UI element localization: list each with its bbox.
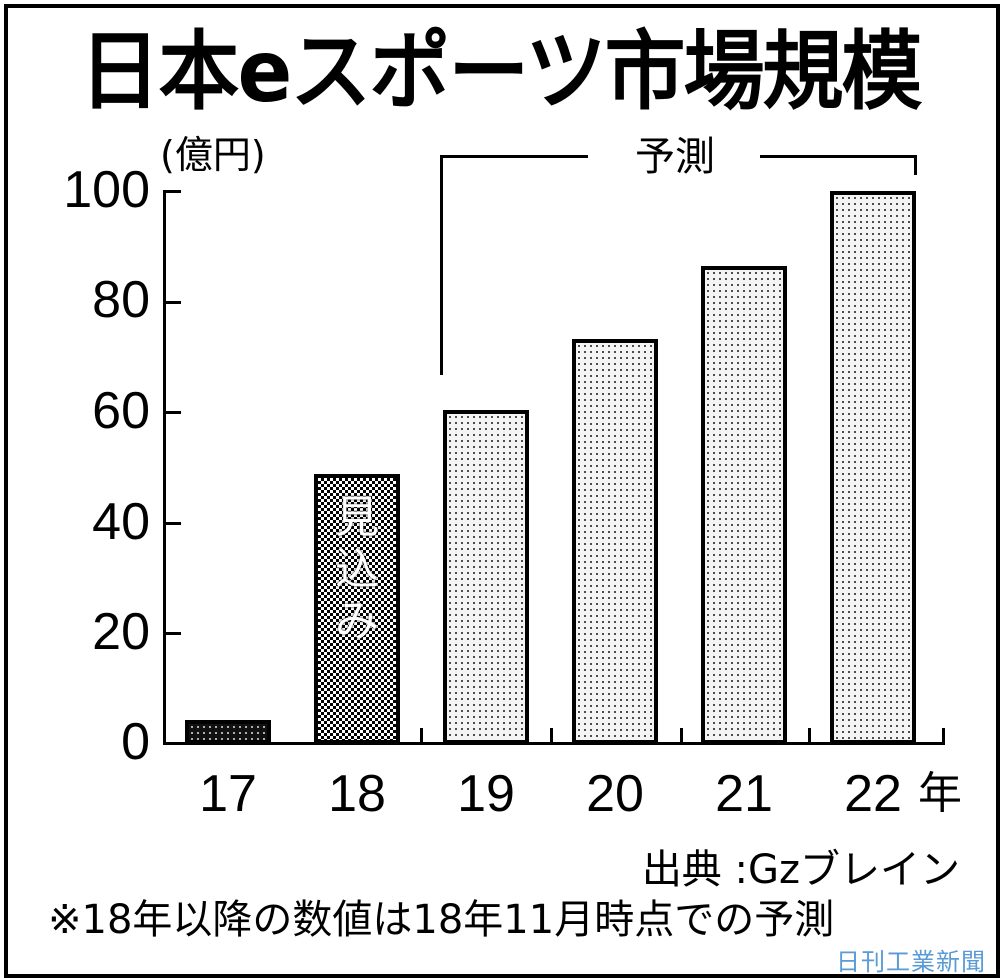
bar-20 [572,339,658,744]
x-label-22: 22 [844,765,902,823]
y-tick-label-20: 20 [92,603,150,661]
x-label-18: 18 [328,765,386,823]
x-tick [680,728,683,744]
y-tick-label-60: 60 [92,382,150,440]
x-label-20: 20 [586,765,644,823]
y-tick-label-0: 0 [121,713,150,771]
y-tick-label-40: 40 [92,493,150,551]
x-label-17: 17 [199,765,257,823]
bar-21 [701,266,787,744]
footnote: ※18年以降の数値は18年11月時点での予測 [48,897,835,943]
chart-title: 日本eスポーツ市場規模 [79,22,923,122]
x-axis-unit: 年 [918,768,962,819]
forecast-bracket-top-left [440,155,588,158]
forecast-bracket-right [914,155,917,175]
y-axis-unit: (億円) [160,133,266,177]
y-tick-60 [163,411,181,414]
x-tick [942,728,945,744]
bar-18 [314,474,400,744]
x-tick [808,728,811,744]
bar-22 [830,191,916,744]
estimate-label: 見込み [335,492,379,647]
y-axis [163,190,166,745]
y-tick-label-100: 100 [63,161,150,219]
bar-17 [185,720,271,744]
publisher-credit: 日刊工業新聞 [836,948,986,976]
x-label-21: 21 [715,765,773,823]
x-tick [420,728,423,744]
x-axis [163,742,945,745]
y-tick-80 [163,301,181,304]
y-tick-40 [163,522,181,525]
x-tick [550,728,553,744]
x-label-19: 19 [457,765,515,823]
y-tick-100 [163,190,181,193]
forecast-bracket-top-right [760,155,917,158]
bar-19 [443,410,529,744]
y-tick-20 [163,632,181,635]
source-note: 出典 :Gzブレイン [641,847,960,893]
forecast-bracket-left [440,155,443,375]
y-tick-label-80: 80 [92,271,150,329]
forecast-label: 予測 [635,134,715,180]
chart-frame [4,4,1000,978]
